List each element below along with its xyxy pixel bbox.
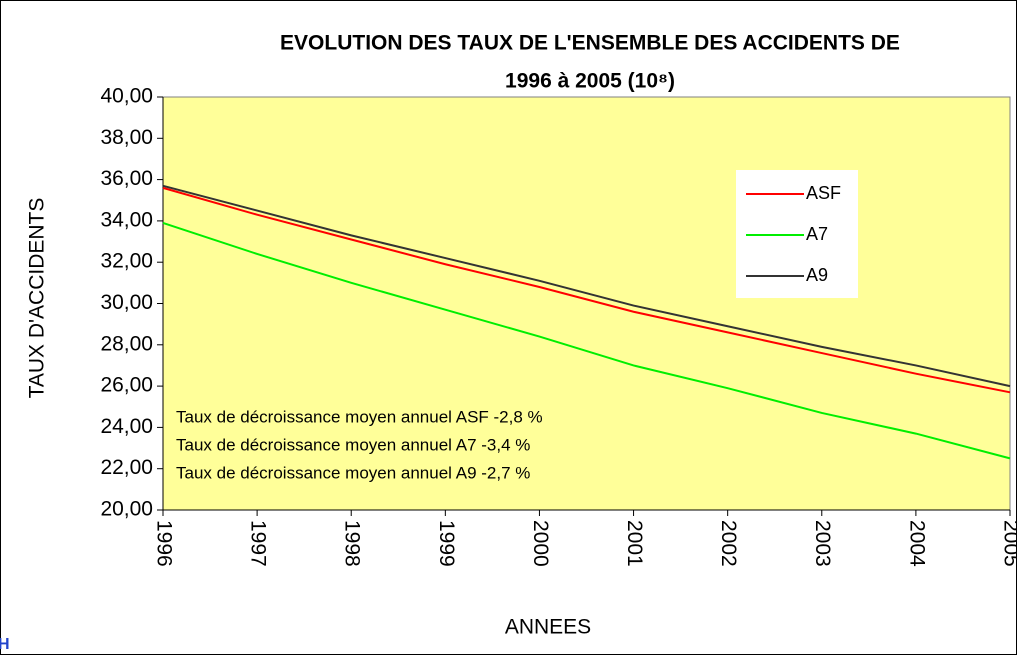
annotation: Taux de décroissance moyen annuel A7 -3,… <box>176 435 530 454</box>
y-tick-label: 30,00 <box>100 291 153 314</box>
legend-label: ASF <box>806 183 841 203</box>
x-tick-label: 1998 <box>341 520 364 567</box>
y-tick-label: 24,00 <box>100 415 153 438</box>
y-tick-label: 36,00 <box>100 167 153 190</box>
x-axis-label: ANNEES <box>505 616 591 639</box>
y-tick-label: 40,00 <box>100 85 153 108</box>
series-line <box>162 222 1011 460</box>
legend-label: A9 <box>806 265 828 285</box>
y-tick-label: 20,00 <box>100 498 153 521</box>
series-line <box>162 186 1011 394</box>
annotation: Taux de décroissance moyen annuel A9 -2,… <box>176 463 530 482</box>
annotation: Taux de décroissance moyen annuel ASF -2… <box>176 407 543 426</box>
series-line <box>162 184 1011 388</box>
y-tick-label: 22,00 <box>100 456 153 479</box>
x-tick-label: 2002 <box>717 520 740 567</box>
x-tick-label: 2003 <box>811 520 834 567</box>
plot-area <box>162 96 1011 511</box>
x-tick-label: 2005 <box>999 520 1017 567</box>
x-tick-label: 1996 <box>152 520 175 567</box>
legend-label: A7 <box>806 224 828 244</box>
y-tick-label: 34,00 <box>100 208 153 231</box>
y-tick-label: 38,00 <box>100 126 153 149</box>
chart-title: EVOLUTION DES TAUX DE L'ENSEMBLE DES ACC… <box>280 32 900 55</box>
corner-text: H <box>0 636 10 653</box>
x-tick-label: 1999 <box>435 520 458 567</box>
y-axis-label: TAUX D'ACCIDENTS <box>26 198 49 399</box>
x-tick-label: 1997 <box>247 520 270 567</box>
x-tick-label: 2001 <box>623 520 646 567</box>
y-tick-label: 28,00 <box>100 332 153 355</box>
x-tick-label: 2000 <box>529 520 552 567</box>
y-tick-label: 26,00 <box>100 374 153 397</box>
chart-subtitle: 1996 à 2005 (10⁸) <box>505 70 675 93</box>
y-tick-label: 32,00 <box>100 250 153 273</box>
x-tick-label: 2004 <box>905 520 928 567</box>
